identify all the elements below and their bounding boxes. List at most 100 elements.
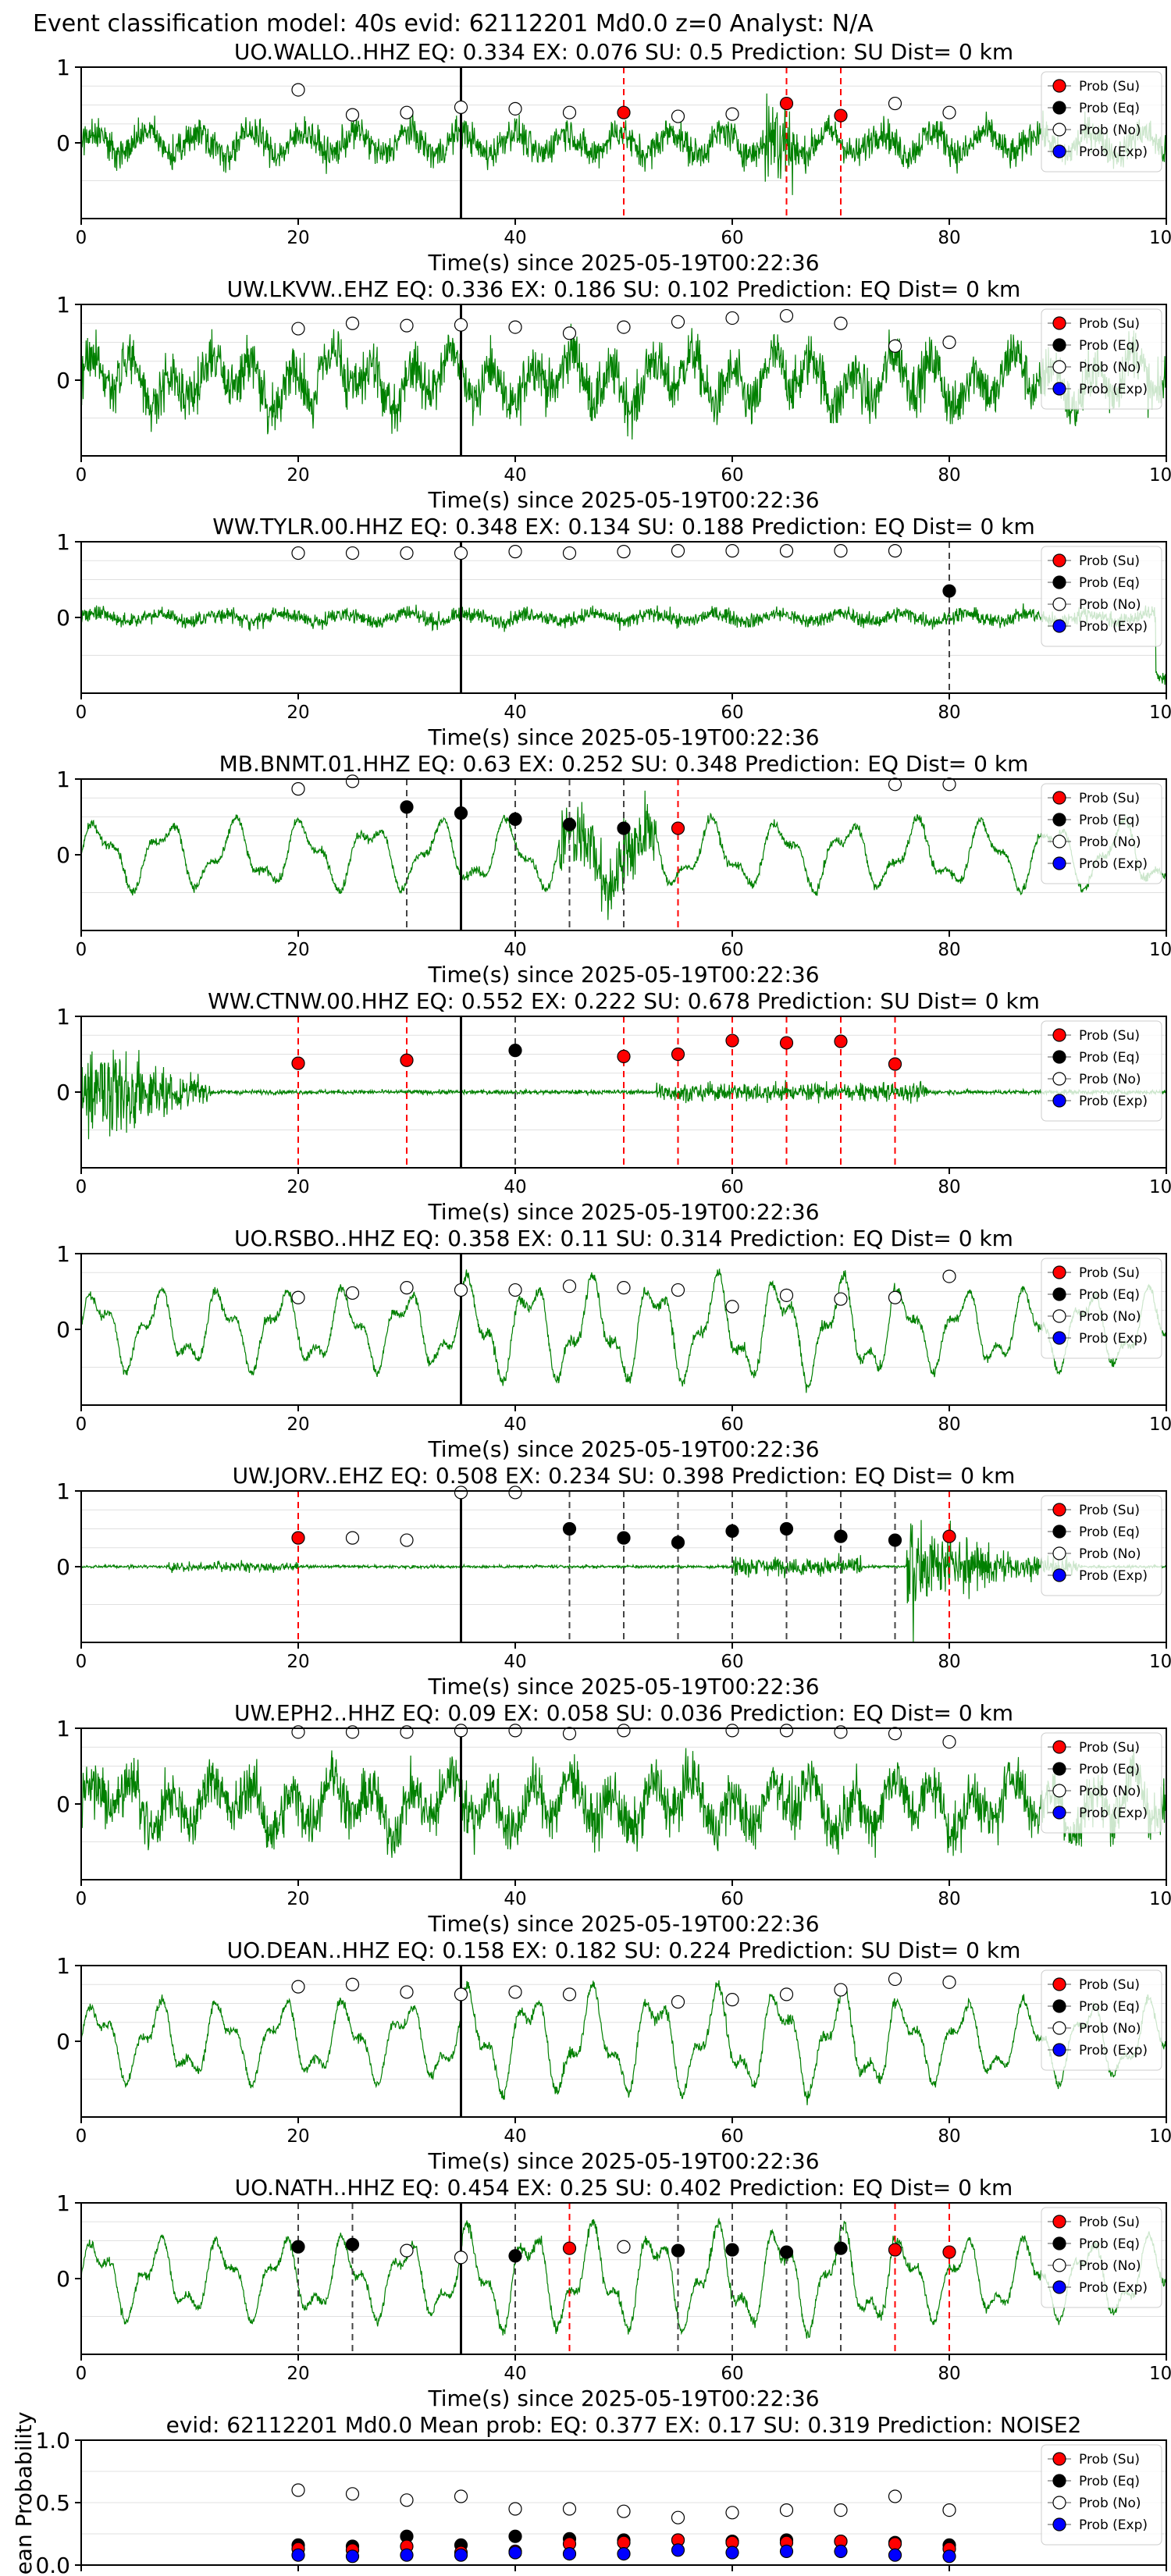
x-tick-label: 80 <box>938 465 960 486</box>
prob-point <box>888 96 902 111</box>
mean-prob-point <box>454 2548 468 2562</box>
legend-label: Prob (No) <box>1079 2258 1141 2274</box>
legend-box <box>1041 1020 1162 1122</box>
x-axis-label: Time(s) since 2025-05-19T00:22:36 <box>427 2386 819 2411</box>
legend-marker <box>1052 1806 1066 1820</box>
y-tick-label: 0 <box>56 1080 70 1105</box>
legend-marker <box>1052 2043 1066 2057</box>
legend-label: Prob (Exp) <box>1079 1568 1148 1584</box>
panel-7: UW.JORV..EHZ EQ: 0.508 EX: 0.234 SU: 0.3… <box>56 1463 1171 1699</box>
x-tick-label: 40 <box>504 2126 526 2147</box>
prob-point <box>942 1735 956 1749</box>
legend-marker <box>1052 619 1066 633</box>
legend-marker <box>1052 1331 1066 1345</box>
x-axis-label: Time(s) since 2025-05-19T00:22:36 <box>427 487 819 513</box>
prob-point <box>508 1283 522 1297</box>
legend-label: Prob (Exp) <box>1079 619 1148 635</box>
y-tick-label: 1 <box>56 1716 70 1742</box>
x-tick-label: 40 <box>504 465 526 486</box>
prob-point <box>725 1300 739 1314</box>
x-tick-label: 60 <box>721 465 743 486</box>
prob-point <box>617 1531 631 1545</box>
prob-point <box>345 108 360 122</box>
legend-marker <box>1052 316 1066 330</box>
x-tick-label: 20 <box>287 2364 309 2384</box>
legend-marker <box>1052 1503 1066 1517</box>
legend-box <box>1041 2207 1162 2308</box>
prob-point <box>291 1980 305 1994</box>
x-axis-label: Time(s) since 2025-05-19T00:22:36 <box>427 250 819 276</box>
panel-title: UO.RSBO..HHZ EQ: 0.358 EX: 0.11 SU: 0.31… <box>234 1226 1013 1251</box>
x-tick-label: 0 <box>76 465 87 486</box>
legend-marker <box>1052 1762 1066 1776</box>
prob-point <box>291 1290 305 1304</box>
legend-label: Prob (Su) <box>1079 1028 1140 1044</box>
x-tick-label: 100 <box>1149 2364 1171 2384</box>
mean-prob-point <box>942 2503 956 2517</box>
mean-prob-point <box>671 2510 685 2524</box>
mean-prob-point <box>617 2535 631 2549</box>
legend-label: Prob (No) <box>1079 834 1141 850</box>
x-tick-label: 0 <box>76 1652 87 1672</box>
legend-box <box>1041 308 1162 410</box>
x-tick-label: 20 <box>287 1177 309 1197</box>
x-axis-label: Time(s) since 2025-05-19T00:22:36 <box>427 1674 819 1699</box>
legend-label: Prob (Su) <box>1079 1977 1140 1993</box>
prob-point <box>725 1034 739 1048</box>
legend-box <box>1041 1732 1162 1834</box>
waveform-line <box>80 1520 1167 1643</box>
legend-label: Prob (Exp) <box>1079 1806 1148 1821</box>
waveform-line <box>80 1268 1167 1393</box>
mean-prob-point <box>562 2502 577 2516</box>
legend-marker <box>1052 2236 1066 2250</box>
x-axis-label: Time(s) since 2025-05-19T00:22:36 <box>427 2148 819 2174</box>
y-tick-label: 1 <box>56 1004 70 1030</box>
prob-point <box>291 546 305 560</box>
x-tick-label: 60 <box>721 2126 743 2147</box>
panels: UO.WALLO..HHZ EQ: 0.334 EX: 0.076 SU: 0.… <box>11 39 1171 2576</box>
prob-point <box>671 1994 685 2009</box>
prob-point <box>454 1283 468 1297</box>
x-tick-label: 80 <box>938 1177 960 1197</box>
prob-point <box>834 1529 848 1543</box>
prob-point <box>834 544 848 558</box>
panel-5: WW.CTNW.00.HHZ EQ: 0.552 EX: 0.222 SU: 0… <box>56 988 1171 1225</box>
mean-prob-point <box>617 2547 631 2561</box>
x-tick-label: 80 <box>938 940 960 960</box>
legend-label: Prob (No) <box>1079 2496 1141 2511</box>
mean-prob-point <box>725 2546 739 2560</box>
panel-1: UO.WALLO..HHZ EQ: 0.334 EX: 0.076 SU: 0.… <box>56 39 1171 276</box>
y-tick-label: 1 <box>56 1953 70 1979</box>
prob-point <box>942 777 956 792</box>
panel-8: UW.EPH2..HHZ EQ: 0.09 EX: 0.058 SU: 0.03… <box>56 1700 1171 1937</box>
legend-label: Prob (Eq) <box>1079 1999 1140 2015</box>
legend-label: Prob (Eq) <box>1079 1525 1140 1540</box>
prob-point <box>617 2240 631 2254</box>
legend-label: Prob (Exp) <box>1079 382 1148 397</box>
legend-label: Prob (No) <box>1079 1309 1141 1325</box>
x-tick-label: 0 <box>76 940 87 960</box>
prob-point <box>779 96 794 111</box>
prob-point <box>508 1044 522 1058</box>
x-tick-label: 80 <box>938 2126 960 2147</box>
axes-frame <box>80 2202 1167 2355</box>
panel-title: UW.LKVW..EHZ EQ: 0.336 EX: 0.186 SU: 0.1… <box>227 276 1021 302</box>
prob-point <box>400 318 414 333</box>
legend-marker <box>1052 1287 1066 1301</box>
mean-prob-point <box>454 2489 468 2503</box>
x-tick-label: 100 <box>1149 1177 1171 1197</box>
y-tick-label: 0 <box>56 130 70 156</box>
mean-prob-point <box>562 2547 577 2561</box>
prob-point <box>942 584 956 598</box>
prob-point <box>291 2240 305 2254</box>
x-tick-label: 20 <box>287 1889 309 1909</box>
prob-point <box>834 109 848 123</box>
y-tick-label: 0 <box>56 1317 70 1343</box>
prob-point <box>942 1269 956 1283</box>
prob-point <box>888 1727 902 1741</box>
prob-point <box>888 1972 902 1987</box>
prob-point <box>508 545 522 559</box>
x-tick-label: 100 <box>1149 1414 1171 1435</box>
prob-point <box>508 1985 522 1999</box>
legend-label: Prob (No) <box>1079 1784 1141 1799</box>
